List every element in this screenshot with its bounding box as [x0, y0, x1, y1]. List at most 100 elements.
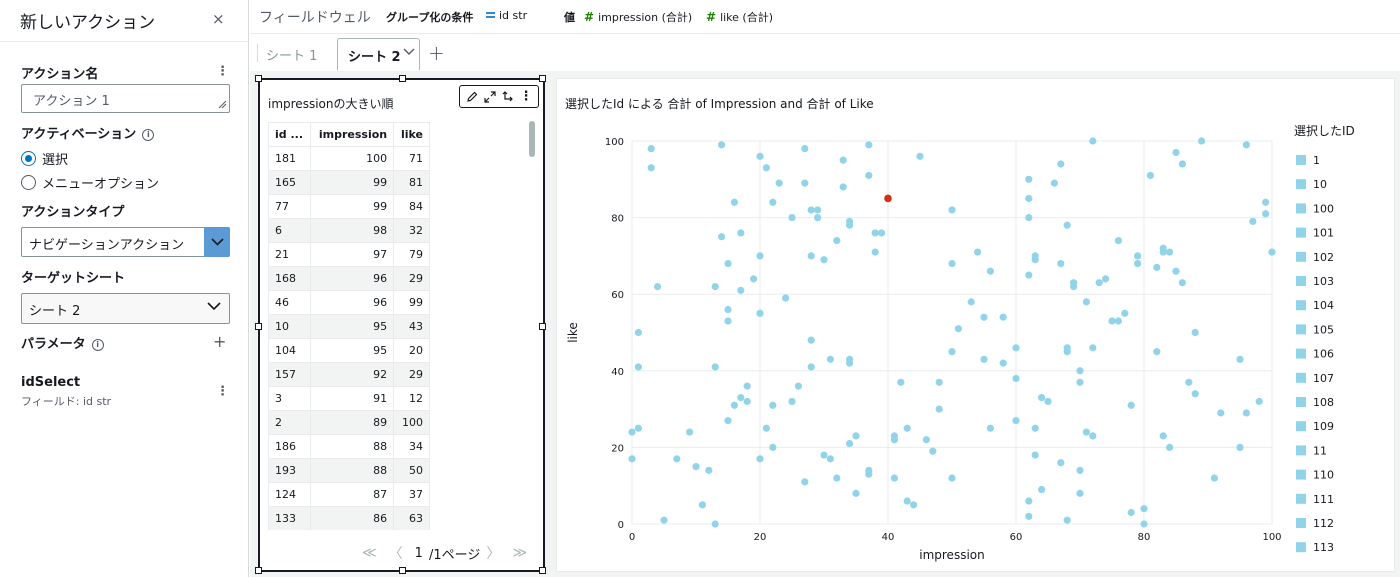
data-point[interactable]	[788, 397, 796, 406]
cell-id[interactable]: 186	[268, 434, 311, 459]
cell-impression[interactable]: 99	[309, 194, 395, 219]
data-point[interactable]	[1025, 214, 1033, 222]
data-point[interactable]	[807, 206, 815, 214]
data-point[interactable]	[762, 424, 770, 432]
cell-like[interactable]: 79	[393, 242, 430, 267]
data-point[interactable]	[903, 424, 911, 432]
data-point[interactable]	[948, 206, 956, 214]
data-point[interactable]	[1012, 344, 1020, 352]
data-point[interactable]	[769, 401, 777, 409]
resize-handle[interactable]	[255, 323, 262, 330]
column-header-id[interactable]: id ...	[268, 122, 311, 147]
data-point[interactable]	[814, 214, 822, 222]
table-row[interactable]: 168 96 29	[268, 266, 430, 291]
data-point[interactable]	[1082, 428, 1090, 436]
info-icon[interactable]: i	[142, 129, 155, 141]
cell-impression[interactable]: 96	[309, 290, 395, 315]
data-point[interactable]	[833, 236, 841, 245]
cell-impression[interactable]: 87	[309, 482, 395, 507]
cell-like[interactable]: 100	[393, 410, 430, 435]
scatter-plot[interactable]: 0 20 40 60 80 100 0 20 40 60 80 100 impression like 選択…	[557, 79, 1396, 573]
data-point[interactable]	[1114, 317, 1122, 325]
data-point[interactable]	[1102, 275, 1110, 283]
data-point[interactable]	[1210, 474, 1218, 482]
data-point[interactable]	[890, 436, 898, 444]
resize-handle[interactable]	[255, 567, 262, 574]
table-row[interactable]: 2 89 100	[268, 410, 430, 435]
data-point[interactable]	[647, 164, 655, 172]
data-point[interactable]	[628, 455, 636, 463]
data-point[interactable]	[871, 248, 879, 256]
cell-like[interactable]: 99	[393, 290, 430, 315]
legend-item[interactable]: 112	[1313, 517, 1334, 530]
data-point[interactable]	[737, 394, 745, 402]
data-point[interactable]	[1025, 497, 1033, 505]
legend-item[interactable]: 11	[1313, 444, 1327, 457]
selected-data-point[interactable]	[884, 194, 892, 203]
data-point[interactable]	[737, 229, 745, 237]
data-point[interactable]	[1134, 252, 1142, 260]
data-point[interactable]	[826, 355, 834, 363]
data-point[interactable]	[1031, 451, 1039, 459]
data-point[interactable]	[686, 428, 694, 436]
data-point[interactable]	[756, 309, 764, 317]
cell-like[interactable]: 37	[393, 482, 430, 507]
data-point[interactable]	[647, 145, 655, 153]
data-point[interactable]	[1050, 179, 1058, 187]
cell-id[interactable]: 3	[268, 386, 311, 411]
data-point[interactable]	[833, 474, 841, 482]
data-point[interactable]	[756, 455, 764, 463]
data-point[interactable]	[1236, 355, 1244, 363]
data-point[interactable]	[974, 248, 982, 256]
table-row[interactable]: 181 100 71	[268, 146, 430, 171]
parameter-more-icon[interactable]: ⋮	[216, 384, 229, 399]
data-point[interactable]	[1076, 489, 1084, 497]
data-point[interactable]	[807, 336, 815, 344]
data-point[interactable]	[1134, 259, 1142, 268]
data-point[interactable]	[865, 141, 873, 149]
table-row[interactable]: 186 88 34	[268, 434, 430, 459]
tab-sheet-1[interactable]: シート 1	[266, 49, 318, 64]
chevron-down-icon[interactable]	[204, 227, 230, 257]
first-page-button[interactable]: ≪	[362, 545, 377, 561]
data-point[interactable]	[769, 198, 777, 206]
data-point[interactable]	[1012, 374, 1020, 383]
data-point[interactable]	[1089, 137, 1097, 145]
data-point[interactable]	[750, 275, 758, 283]
radio-select[interactable]: 選択	[21, 149, 68, 168]
legend-item[interactable]: 105	[1313, 323, 1334, 336]
cell-like[interactable]: 20	[393, 338, 430, 363]
data-point[interactable]	[897, 378, 905, 386]
radio-unselected-icon[interactable]	[21, 175, 36, 190]
data-point[interactable]	[999, 359, 1007, 367]
data-point[interactable]	[654, 282, 662, 291]
cell-impression[interactable]: 98	[309, 218, 395, 243]
data-point[interactable]	[1076, 367, 1084, 375]
cell-like[interactable]: 34	[393, 434, 430, 459]
data-point[interactable]	[948, 259, 956, 268]
group-by-field-chip[interactable]: id str	[486, 9, 527, 22]
data-point[interactable]	[839, 156, 847, 164]
cell-id[interactable]: 104	[268, 338, 311, 363]
more-options-icon[interactable]: ⋮	[216, 64, 229, 79]
data-point[interactable]	[1076, 466, 1084, 474]
data-point[interactable]	[948, 474, 956, 482]
data-point[interactable]	[1057, 160, 1065, 168]
data-point[interactable]	[801, 179, 809, 187]
table-row[interactable]: 165 99 81	[268, 170, 430, 195]
data-point[interactable]	[1031, 256, 1039, 264]
legend-item[interactable]: 110	[1313, 469, 1334, 482]
cell-like[interactable]: 29	[393, 362, 430, 387]
data-point[interactable]	[634, 328, 642, 337]
table-row[interactable]: 77 99 84	[268, 194, 430, 219]
data-point[interactable]	[820, 451, 828, 459]
cell-impression[interactable]: 95	[309, 314, 395, 339]
data-point[interactable]	[1057, 459, 1065, 467]
resize-handle[interactable]	[399, 567, 406, 574]
data-point[interactable]	[1159, 432, 1167, 440]
data-point[interactable]	[916, 152, 924, 160]
data-point[interactable]	[935, 405, 943, 413]
next-page-button[interactable]: 〉	[486, 546, 501, 562]
data-point[interactable]	[1166, 443, 1174, 451]
cell-like[interactable]: 43	[393, 314, 430, 339]
